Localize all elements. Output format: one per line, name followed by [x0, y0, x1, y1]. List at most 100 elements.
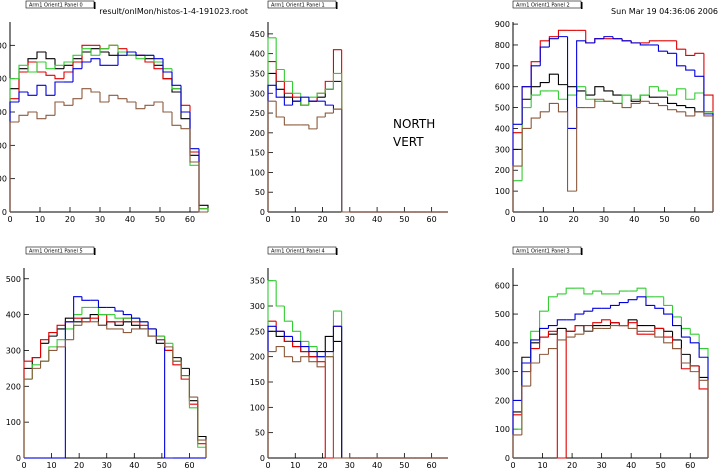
histogram-step	[56, 324, 66, 333]
title-shadow	[581, 248, 583, 255]
histogram-step	[654, 331, 664, 338]
histogram-step	[108, 44, 118, 49]
y-tick-label: 300	[495, 145, 510, 154]
panel-title: Arm1 Orient1 Panel 5	[29, 249, 83, 255]
histogram-step	[574, 313, 584, 320]
histogram-step	[162, 102, 172, 113]
histogram-step	[130, 328, 140, 333]
x-tick-label: 40	[626, 461, 636, 469]
histogram-step	[308, 97, 318, 102]
histogram-step	[153, 62, 163, 70]
histogram-step	[171, 72, 181, 86]
histogram-step	[666, 105, 677, 111]
histogram-step	[636, 296, 646, 300]
histogram-step	[99, 58, 109, 66]
histogram-step	[630, 95, 641, 100]
histogram-step	[198, 162, 208, 213]
histogram-step	[189, 128, 199, 163]
y-tick-label: 400	[6, 311, 21, 320]
histogram-step	[539, 90, 550, 96]
x-tick-label: 20	[569, 215, 579, 224]
histogram-step	[81, 296, 91, 301]
histogram-step	[275, 101, 285, 118]
histogram-step	[153, 101, 163, 106]
x-tick-label: 60	[185, 215, 195, 224]
histogram-step	[275, 345, 285, 352]
histogram-step	[676, 103, 686, 107]
title-shadow	[94, 2, 96, 9]
histogram-step	[512, 434, 522, 458]
histogram-step	[671, 314, 682, 327]
histogram-step	[54, 81, 64, 96]
annotation: result/onlMon/histos-1-4-191023.root	[99, 7, 248, 16]
title-shadow	[94, 248, 96, 255]
y-tick-label: 800	[495, 41, 510, 50]
y-tick-label: 350	[250, 69, 265, 78]
histogram-step	[530, 65, 541, 87]
title-shadow	[581, 2, 583, 9]
histogram-step	[621, 103, 632, 109]
histogram-step	[585, 86, 595, 100]
y-tick-label: 250	[250, 327, 265, 336]
histogram-step	[539, 310, 549, 332]
histogram-step	[689, 328, 700, 335]
x-tick-label: 40	[372, 215, 382, 224]
histogram-step	[130, 314, 140, 319]
histogram-step	[671, 342, 682, 350]
histogram-step	[126, 98, 136, 103]
histogram-step	[594, 98, 604, 108]
histogram-step	[283, 331, 293, 337]
annotation: NORTH	[393, 117, 435, 131]
histogram-step	[609, 319, 620, 324]
x-tick-label: 40	[629, 215, 639, 224]
histogram-step	[18, 114, 28, 122]
histogram-step	[308, 124, 318, 130]
histogram-step	[556, 293, 567, 297]
histogram-step	[685, 65, 695, 71]
histogram-step	[556, 339, 567, 349]
histogram-step	[547, 348, 558, 355]
histogram-step	[627, 322, 638, 326]
histogram-step	[636, 328, 646, 332]
histogram-step	[557, 74, 568, 86]
y-tick-label: 50	[255, 429, 265, 438]
histogram-step	[172, 346, 182, 362]
histogram-step	[54, 64, 64, 69]
histogram-step	[36, 61, 46, 72]
histogram-step	[648, 40, 659, 43]
histogram-step	[680, 325, 691, 338]
y-tick-label: 150	[250, 149, 265, 158]
y-tick-label: 400	[250, 50, 265, 59]
y-tick-label: 100	[250, 168, 265, 177]
histogram-step	[106, 314, 115, 323]
histogram-step	[316, 116, 326, 129]
histogram-step	[609, 304, 620, 309]
histogram-step	[603, 86, 613, 92]
histogram-step	[164, 339, 173, 348]
title-shadow	[336, 2, 338, 9]
histogram-step	[180, 361, 190, 377]
histogram-step	[324, 335, 334, 352]
histogram-step	[324, 351, 334, 357]
histogram-step	[530, 94, 541, 108]
histogram-step	[609, 325, 620, 329]
histogram-step	[90, 88, 100, 93]
histogram-step	[97, 300, 107, 308]
histogram-step	[45, 85, 55, 96]
histogram-step	[685, 88, 695, 100]
y-tick-label: 0	[505, 208, 510, 217]
histogram-step	[56, 346, 66, 351]
y-tick-label: 300	[6, 346, 21, 355]
y-tick-label: 100	[495, 187, 510, 196]
y-tick-label: 400	[495, 124, 510, 133]
histogram-step	[126, 51, 136, 56]
histogram-step	[676, 40, 686, 50]
histogram-step	[81, 44, 91, 62]
histogram-step	[512, 165, 523, 212]
histogram-step	[565, 336, 576, 340]
histogram-step	[27, 111, 37, 116]
y-tick-label: 150	[250, 378, 265, 387]
histogram-step	[147, 328, 157, 337]
x-tick-label: 50	[656, 461, 666, 469]
histogram-step	[332, 108, 342, 114]
